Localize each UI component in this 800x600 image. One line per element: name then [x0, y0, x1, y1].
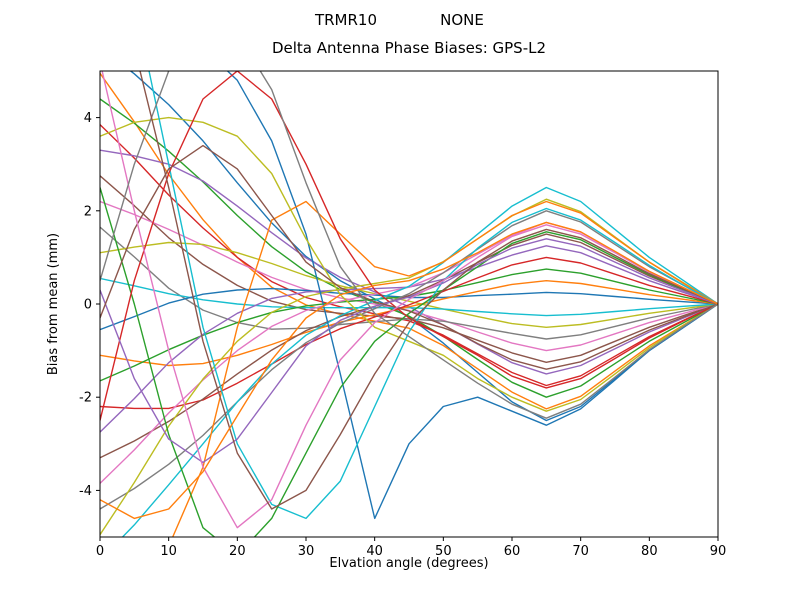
series-line-31 [139, 71, 718, 510]
series-line-02 [100, 72, 718, 410]
series-lines [100, 71, 718, 537]
series-line-25 [100, 187, 718, 537]
series-line-32 [100, 221, 718, 520]
series-line-04 [100, 124, 718, 387]
suptitle-radome: NONE [440, 11, 484, 29]
series-line-21 [226, 71, 718, 520]
series-line-19 [100, 198, 718, 536]
series-line-10 [100, 277, 718, 317]
plot-area [100, 71, 718, 537]
x-tick-label: 60 [504, 544, 521, 559]
series-line-01 [129, 71, 718, 422]
series-line-14 [100, 256, 718, 410]
series-line-23 [100, 116, 718, 412]
series-line-20 [121, 186, 718, 537]
series-line-24 [148, 71, 718, 520]
y-tick-label: 0 [84, 298, 92, 313]
x-tick-label: 10 [160, 544, 177, 559]
x-tick-label: 80 [641, 544, 658, 559]
series-line-16 [100, 233, 718, 459]
y-axis-label: Bias from mean (mm) [46, 233, 61, 375]
x-tick-label: 70 [572, 544, 589, 559]
series-line-09 [100, 241, 718, 328]
x-tick-label: 40 [366, 544, 383, 559]
series-line-03 [100, 98, 718, 398]
y-tick-label: -2 [79, 391, 92, 406]
series-line-30 [100, 71, 718, 419]
x-tick-label: 20 [229, 544, 246, 559]
x-axis-label: Elvation angle (degrees) [329, 556, 488, 571]
series-line-29 [101, 71, 718, 529]
chart-title: Delta Antenna Phase Biases: GPS-L2 [272, 39, 546, 57]
x-tick-label: 0 [96, 544, 104, 559]
y-tick-label: 2 [84, 204, 92, 219]
series-line-26 [100, 71, 718, 421]
suptitle-station: TRMR10 [314, 11, 377, 29]
y-tick-label: -4 [79, 484, 92, 499]
series-line-12 [100, 280, 718, 367]
x-tick-label: 50 [435, 544, 452, 559]
series-line-27 [100, 238, 718, 464]
series-line-28 [100, 144, 718, 370]
x-ticks: 0 10 20 30 40 50 60 70 80 90 [96, 537, 726, 559]
series-line-18 [100, 210, 718, 510]
y-tick-label: 4 [84, 111, 92, 126]
y-ticks: -4 -2 0 2 4 [79, 111, 100, 499]
series-line-08 [100, 226, 718, 340]
x-tick-label: 90 [710, 544, 727, 559]
x-tick-label: 30 [298, 544, 315, 559]
